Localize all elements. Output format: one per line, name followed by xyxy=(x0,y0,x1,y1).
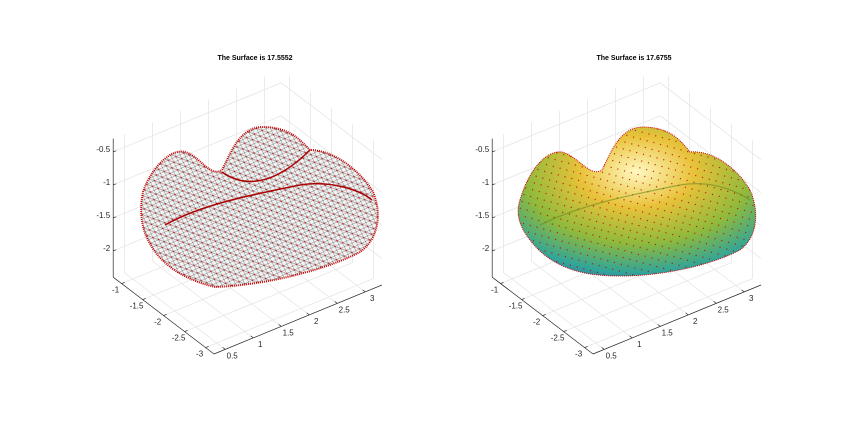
tick-mark xyxy=(563,330,567,332)
mesh-right xyxy=(517,126,757,277)
z-tick-label: -1.5 xyxy=(475,211,489,220)
grid-line xyxy=(205,278,374,348)
grid-line xyxy=(113,115,282,186)
tick-mark xyxy=(362,289,366,293)
grid-line xyxy=(503,272,605,350)
grid-line xyxy=(152,260,254,339)
y-axis xyxy=(592,284,762,355)
z-tick-label: -1.5 xyxy=(96,211,110,220)
z-tick-label: -0.5 xyxy=(475,145,489,154)
x-tick-label: -2 xyxy=(533,318,541,327)
grid-line xyxy=(124,272,226,350)
y-tick-label: 2.5 xyxy=(339,306,351,315)
y-tick-label: 1 xyxy=(637,340,642,349)
y-tick-label: 3 xyxy=(370,294,375,303)
x-tick-label: -1 xyxy=(112,286,120,295)
tick-mark xyxy=(492,183,496,186)
z-tick-label: -2 xyxy=(482,244,490,253)
y-tick-label: 0.5 xyxy=(227,352,239,361)
tick-mark xyxy=(113,150,117,153)
y-tick-label: 2 xyxy=(693,317,698,326)
tick-mark xyxy=(657,324,661,327)
z-tick-label: -2 xyxy=(103,244,111,253)
chart-title: The Surface is 17.5552 xyxy=(217,55,292,62)
grid-line xyxy=(492,115,661,186)
tick-mark xyxy=(741,289,745,293)
tick-mark xyxy=(584,346,588,348)
tick-mark xyxy=(184,330,188,332)
grid-line xyxy=(113,82,282,153)
x-tick-label: -1 xyxy=(491,286,499,295)
mesh-left xyxy=(140,125,379,289)
chart-title: The Surface is 17.6755 xyxy=(596,55,671,62)
tick-mark xyxy=(601,347,605,350)
tick-mark xyxy=(521,298,525,300)
grid-line xyxy=(563,262,732,332)
surface-fold xyxy=(539,183,751,226)
tick-mark xyxy=(163,314,167,316)
tick-mark xyxy=(250,335,254,339)
tick-mark xyxy=(492,150,496,153)
y-tick-label: 2.5 xyxy=(718,306,730,315)
tick-mark xyxy=(306,312,310,316)
tick-mark xyxy=(492,216,496,219)
tick-mark xyxy=(121,282,125,284)
tick-mark xyxy=(629,335,633,339)
grid-line xyxy=(531,260,633,339)
tick-mark xyxy=(113,183,117,186)
x-tick-label: -1.5 xyxy=(509,302,523,311)
tick-mark xyxy=(142,298,146,300)
grid-line xyxy=(184,262,353,332)
surface-fold xyxy=(164,149,373,226)
tick-mark xyxy=(334,301,338,304)
surface-dots xyxy=(518,127,756,277)
surface-mesh-texture xyxy=(141,127,378,287)
grid-line xyxy=(584,278,753,348)
plots: The Surface is 17.5552 -2 -1.5 -1 -0.5 -3 -2.5… xyxy=(96,55,762,361)
y-tick-label: 2 xyxy=(314,317,319,326)
x-tick-label: -1.5 xyxy=(130,302,144,311)
y-tick-label: 1 xyxy=(258,340,263,349)
tick-mark xyxy=(205,346,209,348)
x-tick-label: -2.5 xyxy=(172,334,186,343)
tick-mark xyxy=(222,347,226,350)
tick-mark xyxy=(713,301,717,304)
tick-mark xyxy=(113,216,117,219)
z-tick-label: -0.5 xyxy=(96,145,110,154)
z-tick-label: -1 xyxy=(103,178,111,187)
x-tick-label: -2 xyxy=(154,318,162,327)
grid-line xyxy=(492,82,661,153)
tick-mark xyxy=(685,312,689,316)
tick-mark xyxy=(492,249,496,252)
tick-mark xyxy=(113,249,117,252)
y-tick-label: 0.5 xyxy=(606,352,618,361)
tick-mark xyxy=(500,282,504,284)
x-tick-label: -2.5 xyxy=(551,334,565,343)
tick-mark xyxy=(278,324,282,327)
y-tick-label: 1.5 xyxy=(283,329,295,338)
z-tick-label: -1 xyxy=(482,178,490,187)
y-tick-label: 1.5 xyxy=(662,329,674,338)
tick-mark xyxy=(542,314,546,316)
x-tick-label: -3 xyxy=(575,350,583,359)
y-axis xyxy=(213,284,383,355)
x-tick-label: -3 xyxy=(196,350,204,359)
y-tick-label: 3 xyxy=(749,294,754,303)
